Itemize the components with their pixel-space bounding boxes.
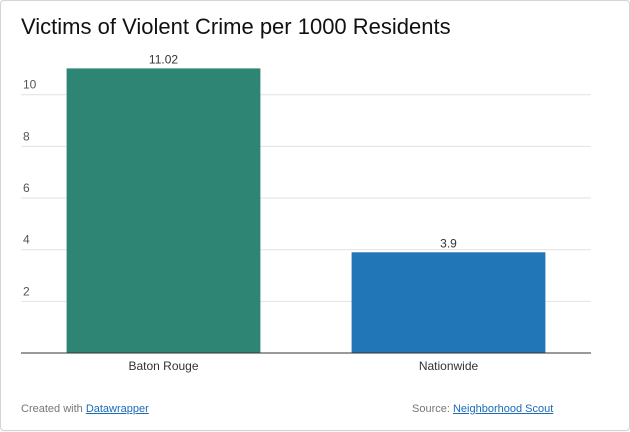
data-label: 11.02: [149, 52, 178, 66]
y-tick-label: 10: [23, 78, 37, 92]
data-labels: 11.02 3.9: [149, 52, 457, 250]
bars: [66, 68, 546, 354]
y-tick-label: 4: [23, 233, 30, 247]
x-tick-label: Baton Rouge: [128, 359, 198, 373]
source-prefix: Source:: [412, 403, 453, 415]
created-with-credit: Created with Datawrapper: [21, 403, 149, 415]
y-tick-label: 8: [23, 129, 30, 143]
y-tick-label: 2: [23, 284, 30, 298]
bar-baton-rouge: [66, 68, 261, 354]
y-axis-ticks: 2 4 6 8 10: [23, 78, 37, 299]
x-axis-ticks: Baton Rouge Nationwide: [128, 359, 478, 373]
source-link[interactable]: Neighborhood Scout: [452, 403, 554, 415]
x-tick-label: Nationwide: [419, 359, 479, 373]
created-with-prefix: Created with: [21, 403, 86, 415]
datawrapper-link[interactable]: Datawrapper: [85, 403, 149, 415]
y-tick-label: 6: [23, 181, 30, 195]
chart-title: Victims of Violent Crime per 1000 Reside…: [21, 14, 451, 39]
bar-nationwide: [351, 252, 546, 353]
data-label: 3.9: [440, 236, 457, 250]
source-credit: Source: Neighborhood Scout: [412, 403, 553, 415]
